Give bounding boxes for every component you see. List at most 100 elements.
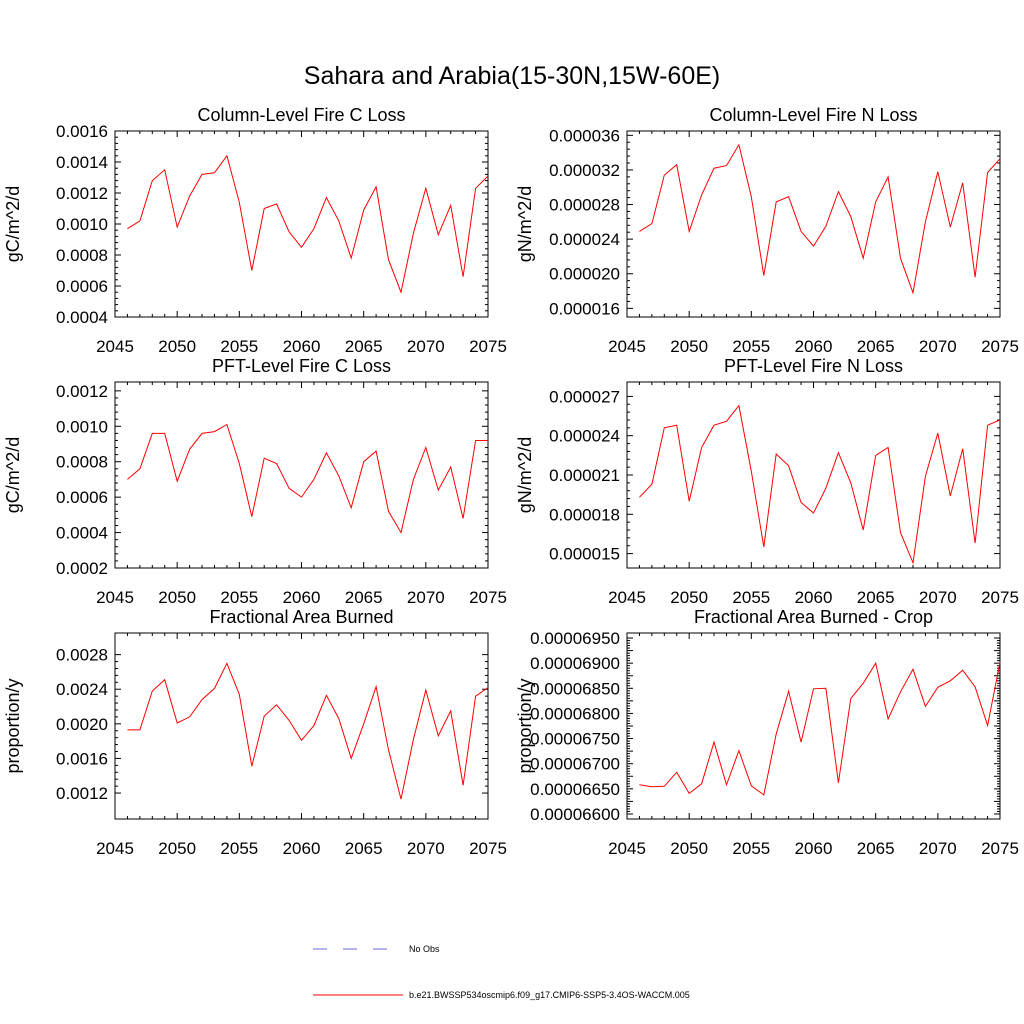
plot-frame (114, 381, 489, 569)
x-tick-label: 2050 (158, 588, 196, 607)
x-tick-label: 2055 (220, 337, 258, 356)
y-tick-label: 0.0012 (56, 382, 108, 401)
x-tick-label: 2060 (795, 839, 833, 858)
x-tick-label: 2070 (407, 337, 445, 356)
x-tick-label: 2060 (283, 337, 321, 356)
x-tick-label: 2055 (732, 588, 770, 607)
y-axis-label: proportion/y (515, 678, 535, 773)
x-tick-label: 2070 (407, 588, 445, 607)
chart-panel-1: Column-Level Fire C Loss gC/m^2/d 2045 2050… (3, 105, 507, 356)
x-tick-label: 2050 (670, 337, 708, 356)
x-tick-label: 2070 (919, 588, 957, 607)
legend-model-label: b.e21.BWSSP534oscmip6.f09_g17.CMIP6-SSP5… (409, 990, 690, 1000)
series-line (639, 143, 1001, 295)
y-tick-label: 0.000020 (549, 265, 620, 284)
x-tick-label: 2055 (732, 337, 770, 356)
y-axis-label: gC/m^2/d (3, 186, 23, 262)
y-tick-label: 0.00006950 (530, 629, 620, 648)
x-tick-label: 2070 (919, 839, 957, 858)
x-tick-label: 2045 (96, 839, 134, 858)
chart-panel-4: PFT-Level Fire N Loss gN/m^2/d 2045 2050 205… (515, 356, 1019, 607)
panel-title: Column-Level Fire N Loss (709, 105, 917, 125)
y-tick-label: 0.0010 (56, 417, 108, 436)
y-tick-label: 0.0010 (56, 215, 108, 234)
y-tick-label: 0.000028 (549, 196, 620, 215)
figure-title: Sahara and Arabia(15-30N,15W-60E) (304, 62, 720, 90)
y-tick-label: 0.000036 (549, 126, 620, 145)
x-tick-label: 2075 (469, 839, 507, 858)
chart-panel-6: Fractional Area Burned - Crop proportion/… (515, 607, 1019, 858)
series-line (639, 661, 1001, 796)
x-tick-label: 2060 (795, 588, 833, 607)
x-tick-label: 2050 (670, 588, 708, 607)
y-tick-label: 0.0024 (56, 680, 108, 699)
series-line (127, 154, 489, 294)
y-tick-label: 0.0028 (56, 646, 108, 665)
y-tick-label: 0.000027 (549, 387, 620, 406)
y-tick-label: 0.0012 (56, 184, 108, 203)
y-tick-label: 0.0006 (56, 488, 108, 507)
plot-frame (114, 130, 489, 318)
y-tick-label: 0.00006850 (530, 679, 620, 698)
chart-panel-5: Fractional Area Burned proportion/y 2045 20… (3, 607, 507, 858)
plot-frame (626, 381, 1001, 569)
x-tick-label: 2060 (795, 337, 833, 356)
x-tick-label: 2065 (857, 839, 895, 858)
y-tick-label: 0.00006750 (530, 730, 620, 749)
series-line (127, 662, 489, 800)
x-tick-label: 2070 (407, 839, 445, 858)
chart-panel-2: Column-Level Fire N Loss gN/m^2/d 2045 2050… (515, 105, 1019, 356)
x-tick-label: 2050 (158, 839, 196, 858)
y-tick-label: 0.00006800 (530, 704, 620, 723)
y-tick-label: 0.000015 (549, 545, 620, 564)
x-tick-label: 2075 (469, 337, 507, 356)
panel-title: Fractional Area Burned - Crop (694, 607, 933, 627)
panel-title: PFT-Level Fire C Loss (212, 356, 391, 376)
x-tick-label: 2065 (345, 337, 383, 356)
y-tick-label: 0.0004 (56, 308, 108, 327)
y-axis-label: proportion/y (3, 678, 23, 773)
x-tick-label: 2055 (220, 839, 258, 858)
x-tick-label: 2075 (981, 588, 1019, 607)
y-tick-label: 0.00006700 (530, 755, 620, 774)
x-tick-label: 2075 (981, 337, 1019, 356)
x-tick-label: 2065 (345, 839, 383, 858)
x-tick-label: 2070 (919, 337, 957, 356)
y-axis-label: gC/m^2/d (3, 437, 23, 513)
y-tick-label: 0.000016 (549, 299, 620, 318)
x-tick-label: 2065 (857, 588, 895, 607)
x-tick-label: 2065 (345, 588, 383, 607)
x-tick-label: 2045 (608, 839, 646, 858)
x-tick-label: 2045 (608, 337, 646, 356)
x-tick-label: 2075 (469, 588, 507, 607)
y-tick-label: 0.000024 (549, 427, 620, 446)
y-tick-label: 0.0014 (56, 153, 108, 172)
x-tick-label: 2065 (857, 337, 895, 356)
x-tick-label: 2075 (981, 839, 1019, 858)
x-tick-label: 2060 (283, 839, 321, 858)
y-tick-label: 0.0016 (56, 749, 108, 768)
chart-panel-3: PFT-Level Fire C Loss gC/m^2/d 2045 2050 205… (3, 356, 507, 607)
x-tick-label: 2045 (608, 588, 646, 607)
y-tick-label: 0.0008 (56, 453, 108, 472)
x-tick-label: 2045 (96, 588, 134, 607)
y-tick-label: 0.0006 (56, 277, 108, 296)
plot-frame (626, 632, 1001, 820)
y-tick-label: 0.00006650 (530, 780, 620, 799)
y-tick-label: 0.0012 (56, 784, 108, 803)
x-tick-label: 2045 (96, 337, 134, 356)
series-line (127, 423, 488, 534)
plot-frame (114, 632, 489, 820)
legend: No Obs b.e21.BWSSP534oscmip6.f09_g17.CMI… (313, 944, 690, 1000)
panel-title: PFT-Level Fire N Loss (724, 356, 903, 376)
y-tick-label: 0.000018 (549, 505, 620, 524)
plot-frame (626, 130, 1001, 318)
y-tick-label: 0.000024 (549, 230, 620, 249)
y-axis-label: gN/m^2/d (515, 186, 535, 262)
y-tick-label: 0.0004 (56, 524, 108, 543)
x-tick-label: 2055 (220, 588, 258, 607)
y-tick-label: 0.000032 (549, 161, 620, 180)
y-tick-label: 0.00006600 (530, 805, 620, 824)
panels: Column-Level Fire C Loss gC/m^2/d 2045 2050… (3, 105, 1019, 858)
